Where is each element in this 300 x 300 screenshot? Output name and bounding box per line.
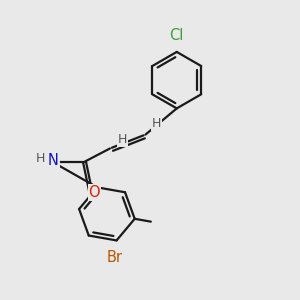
Text: O: O <box>88 185 100 200</box>
Text: Br: Br <box>107 250 123 265</box>
Text: H: H <box>118 133 127 146</box>
Text: H: H <box>36 152 46 165</box>
Text: N: N <box>48 154 59 169</box>
Text: H: H <box>152 117 161 130</box>
Text: Cl: Cl <box>169 28 184 43</box>
